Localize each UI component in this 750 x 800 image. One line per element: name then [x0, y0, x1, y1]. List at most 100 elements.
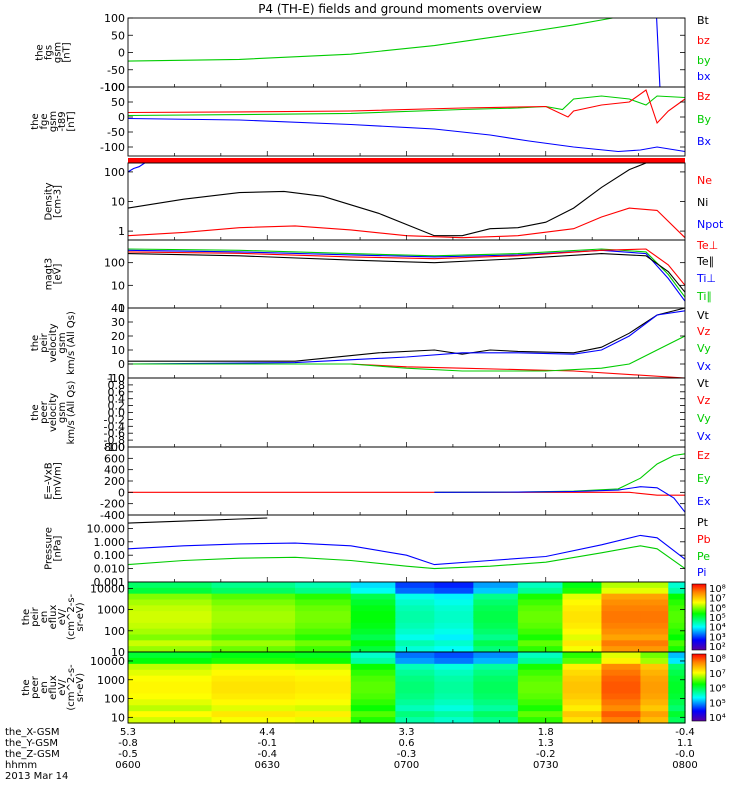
spectrogram-cell [395, 705, 435, 712]
panel-3: 100 10 1 Density[cm-3] Ne Ni Npot [44, 162, 724, 241]
spectrogram-cell [211, 711, 296, 718]
spectrogram-cell [434, 634, 474, 641]
x-axis-value: 0600 [115, 760, 140, 771]
spectrogram-cell [128, 640, 213, 647]
spectrogram-cell [601, 587, 642, 595]
spectrogram-cell [295, 640, 352, 647]
spectrogram-cell [517, 663, 564, 671]
spectrogram-cell [601, 599, 642, 606]
spectrogram-cell [668, 599, 686, 606]
legend-Pb: Pb [697, 533, 711, 546]
spectrogram-cell [211, 717, 296, 724]
spectrogram-cell [434, 587, 474, 595]
legend-Ey: Ey [697, 472, 711, 485]
spectrogram-cell [295, 605, 352, 612]
spectrogram-cell [395, 669, 435, 677]
x-axis-row-label: the_X-GSM [5, 727, 59, 738]
spectrogram-cell [473, 605, 519, 612]
spectrogram-cell [601, 605, 642, 612]
legend-Vy: Vy [697, 342, 711, 355]
spectrogram-cell [562, 628, 603, 636]
spectrogram-cell [473, 599, 519, 606]
spectrogram-cell [517, 593, 564, 601]
spectrogram-cell [601, 634, 642, 641]
y-tick-label: 10000 [90, 655, 125, 668]
colorbar-label: 10⁶ [709, 603, 726, 614]
spectrogram-cell [640, 593, 669, 601]
spectrogram-cell [395, 681, 435, 689]
y-axis-label: peir [39, 332, 50, 352]
spectrogram-cell [640, 611, 669, 618]
spectrogram-cell [211, 675, 296, 683]
spectrogram-cell [668, 699, 686, 706]
y-axis-label: E=-VxB [44, 462, 55, 499]
spectrogram-cell [517, 693, 564, 700]
spectrogram-cell [434, 675, 474, 683]
spectrogram-cell [211, 687, 296, 695]
spectrogram-cell [128, 675, 213, 683]
y-axis-label: Pressure [44, 527, 55, 570]
spectrogram-cell [395, 687, 435, 695]
spectrogram-cell [350, 611, 396, 618]
spectrogram-cell [668, 693, 686, 700]
spectrogram-cell [128, 593, 213, 601]
series-Vt [128, 307, 686, 362]
spectrogram-cell [601, 711, 642, 718]
spectrogram-cell [350, 617, 396, 624]
y-tick-label: 20 [111, 330, 125, 343]
spectrogram-cell [350, 657, 396, 665]
spectrogram-cell [517, 681, 564, 689]
panel-frame [127, 514, 686, 583]
series-Vx [127, 310, 686, 365]
legend-Vz: Vz [697, 394, 711, 407]
spectrogram-cell [640, 681, 669, 689]
spectrogram-cell [395, 657, 435, 665]
spectrogram-cell [562, 663, 603, 671]
spectrogram-cell [668, 711, 686, 718]
x-axis-value: 4.4 [259, 727, 275, 738]
x-axis-value: -0.0 [675, 749, 695, 760]
series-By [127, 95, 686, 117]
x-axis-value: -0.3 [397, 749, 417, 760]
spectrogram-cell [350, 681, 396, 689]
legend-Vx: Vx [697, 430, 712, 443]
y-tick-label: 10 [111, 196, 125, 209]
spectrogram-cell [295, 717, 352, 724]
y-tick-label: 50 [111, 96, 125, 109]
panel-4: 100 10 1 magt3[eV] Te⊥ Te∥ Ti⊥ Ti∥ [44, 239, 719, 315]
y-axis-label: fgs [44, 45, 55, 60]
legend-Ti∥: Ti∥ [696, 290, 712, 303]
y-axis-label: peer [30, 675, 41, 699]
spectrogram-cell [395, 675, 435, 683]
spectrogram-cell [211, 663, 296, 671]
series-Te∥ [127, 253, 686, 293]
spectrogram-cell [128, 599, 213, 606]
spectrogram-cell [473, 693, 519, 700]
spectrogram-cell [601, 699, 642, 706]
y-tick-label: 40 [111, 302, 125, 315]
colorbar-label: 10⁵ [709, 698, 726, 709]
date-label: 2013 Mar 14 [5, 771, 68, 782]
legend-Bx: Bx [697, 135, 712, 148]
spectrogram-cell [395, 622, 435, 630]
spectrogram-cell [128, 634, 213, 641]
panel-frame [127, 307, 686, 379]
spectrogram-cell [473, 640, 519, 647]
spectrogram-cell [517, 640, 564, 647]
flag-bar [128, 158, 685, 162]
spectrogram-cell [601, 617, 642, 624]
spectrogram-cell [395, 693, 435, 700]
spectrogram-cell [395, 617, 435, 624]
y-tick-label: 0.0 [108, 407, 126, 420]
series-Ne [127, 207, 686, 239]
spectrogram-cell [434, 699, 474, 706]
y-tick-label: 100 [104, 12, 125, 25]
spectrogram-cell [473, 646, 519, 653]
flag-bar [128, 161, 685, 164]
series-Ni [127, 162, 647, 237]
legend-by: by [697, 54, 711, 67]
spectrogram-cell [350, 699, 396, 706]
legend-Te⊥: Te⊥ [696, 239, 718, 252]
spectrogram-cell [128, 646, 213, 653]
y-axis-label: magt3 [44, 258, 55, 291]
